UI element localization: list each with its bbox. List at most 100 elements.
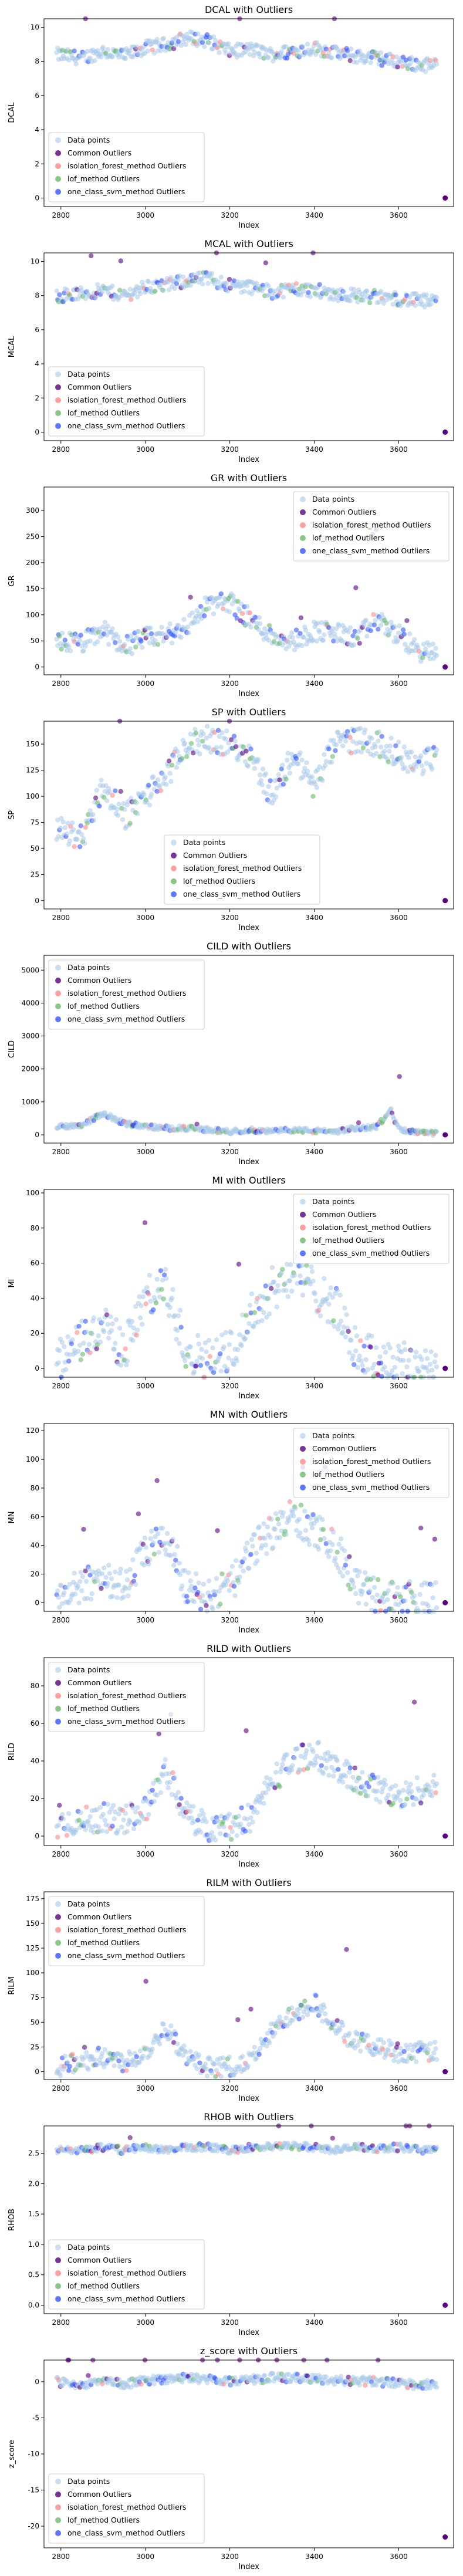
data-point xyxy=(322,1276,327,1282)
data-point xyxy=(137,2048,143,2053)
y-axis-label: MCAL xyxy=(8,336,16,357)
data-point xyxy=(160,1277,165,1283)
data-point xyxy=(312,1291,317,1296)
legend-marker xyxy=(300,1446,306,1452)
outlier-point xyxy=(334,1549,340,1555)
outlier-point xyxy=(211,1370,217,1375)
data-point xyxy=(111,1803,116,1808)
x-axis-label: Index xyxy=(238,2094,259,2103)
y-axis-label: CILD xyxy=(8,1040,16,1058)
x-axis-label: Index xyxy=(238,689,259,698)
outlier-point xyxy=(178,1796,184,1801)
data-point xyxy=(330,1542,335,1547)
data-point xyxy=(355,299,360,305)
data-point xyxy=(201,731,206,736)
data-point xyxy=(283,2015,289,2021)
data-point xyxy=(140,645,145,650)
data-point xyxy=(244,283,250,288)
data-point xyxy=(350,1580,356,1586)
outlier-point xyxy=(253,615,258,620)
data-point xyxy=(174,765,179,770)
data-point xyxy=(425,1356,430,1361)
y-tick-label: 2 xyxy=(35,160,39,168)
data-point xyxy=(163,1757,168,1762)
data-point xyxy=(126,799,131,804)
data-point xyxy=(407,295,413,300)
legend-label: isolation_forest_method Outliers xyxy=(67,395,186,404)
data-point xyxy=(171,1563,177,1568)
x-tick-label: 3200 xyxy=(221,1850,239,1858)
outlier-point xyxy=(158,1268,164,1273)
data-point xyxy=(309,1525,315,1531)
legend-marker xyxy=(300,1433,306,1439)
data-point xyxy=(225,1367,231,1372)
data-point xyxy=(223,736,228,742)
data-point xyxy=(218,745,224,750)
data-point xyxy=(227,1342,232,1347)
data-point xyxy=(182,1358,188,1364)
data-point xyxy=(197,751,202,756)
legend-label: Data points xyxy=(312,1431,354,1440)
data-point xyxy=(336,1322,342,1328)
data-point xyxy=(417,1592,423,1597)
data-point xyxy=(401,1340,407,1346)
data-point xyxy=(364,634,370,639)
legend-label: isolation_forest_method Outliers xyxy=(67,2269,186,2277)
data-point xyxy=(340,2023,346,2028)
data-point xyxy=(204,1349,209,1354)
x-tick-label: 3400 xyxy=(305,211,323,219)
data-point xyxy=(59,1340,65,1345)
data-point xyxy=(434,2057,440,2062)
data-point xyxy=(172,1775,177,1780)
data-point xyxy=(161,288,166,293)
data-point xyxy=(266,637,271,643)
data-point xyxy=(111,1816,117,1821)
outlier-point xyxy=(146,783,151,788)
data-point xyxy=(167,770,173,776)
x-tick-label: 3400 xyxy=(305,1382,323,1390)
data-point xyxy=(303,1528,309,1533)
data-point xyxy=(322,2005,327,2010)
data-point xyxy=(383,1350,388,1355)
outlier-point xyxy=(97,803,102,809)
data-point xyxy=(159,624,164,630)
outlier-point xyxy=(84,1804,89,1810)
data-point xyxy=(247,1828,253,1834)
data-point xyxy=(386,1793,391,1798)
data-point xyxy=(336,298,341,303)
outlier-point xyxy=(433,58,438,63)
data-point xyxy=(127,1567,133,1572)
outlier-point xyxy=(195,1817,201,1823)
data-point xyxy=(204,2073,210,2079)
data-point xyxy=(285,751,290,756)
x-axis-label: Index xyxy=(238,1158,259,1167)
data-point xyxy=(377,1354,383,1360)
data-point xyxy=(168,2023,174,2029)
data-point xyxy=(90,812,96,817)
data-point xyxy=(200,1356,205,1361)
x-tick-label: 3000 xyxy=(136,1148,154,1156)
legend-label: one_class_svm_method Outliers xyxy=(67,1951,185,1960)
data-point xyxy=(282,1281,288,1286)
data-point xyxy=(64,287,70,293)
data-point xyxy=(347,1770,352,1775)
y-tick-label: 2.0 xyxy=(28,2179,39,2188)
data-point xyxy=(240,1312,245,1317)
outlier-point xyxy=(83,1319,88,1324)
y-tick-label: 125 xyxy=(26,1944,39,1952)
outlier-point xyxy=(360,745,366,751)
outlier-point xyxy=(127,2135,133,2141)
data-point xyxy=(105,47,110,52)
data-point xyxy=(344,1570,350,1576)
data-point xyxy=(151,1540,156,1546)
data-point xyxy=(296,761,301,766)
data-point xyxy=(280,295,286,300)
data-point xyxy=(411,1593,417,1598)
data-point xyxy=(188,2048,193,2054)
data-point xyxy=(161,2021,166,2027)
outlier-point xyxy=(347,58,353,63)
data-point xyxy=(322,752,327,758)
data-point xyxy=(400,1358,406,1363)
data-point xyxy=(135,1805,140,1810)
legend-box xyxy=(293,1194,450,1264)
